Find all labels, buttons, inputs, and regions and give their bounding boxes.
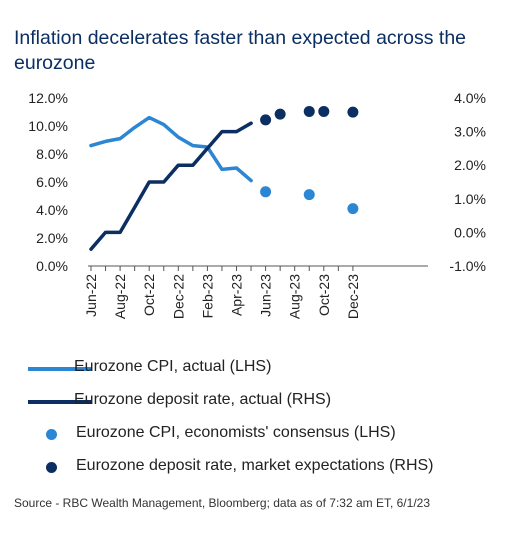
y-right-tick-label: -1.0%	[449, 258, 486, 274]
y-right-tick-label: 3.0%	[454, 124, 486, 140]
source-note: Source - RBC Wealth Management, Bloomber…	[14, 496, 430, 510]
y-left-tick-label: 6.0%	[36, 174, 68, 190]
legend: Eurozone CPI, actual (LHS) Eurozone depo…	[20, 352, 500, 484]
x-tick-label: Aug-23	[287, 274, 303, 319]
data-point-series-2	[303, 189, 315, 201]
legend-item-cpi-actual: Eurozone CPI, actual (LHS)	[20, 352, 500, 385]
y-left-tick-label: 0.0%	[36, 258, 68, 274]
legend-label-cpi-actual: Eurozone CPI, actual (LHS)	[74, 358, 272, 375]
y-left-tick-label: 4.0%	[36, 202, 68, 218]
series-line-1	[89, 121, 253, 251]
legend-swatch-deposit-actual	[28, 400, 92, 404]
x-tick-label: Jun-23	[258, 274, 274, 317]
legend-item-cpi-consensus: Eurozone CPI, economists' consensus (LHS…	[20, 418, 500, 451]
data-point-series-2	[347, 203, 359, 215]
x-tick-label: Dec-22	[170, 274, 186, 319]
y-left-tick-label: 2.0%	[36, 230, 68, 246]
data-point-series-3	[260, 114, 272, 126]
legend-swatch-cpi-consensus	[46, 429, 57, 440]
legend-item-deposit-expectations: Eurozone deposit rate, market expectatio…	[20, 451, 500, 484]
legend-swatch-cpi-actual	[28, 367, 92, 371]
legend-label-cpi-consensus: Eurozone CPI, economists' consensus (LHS…	[76, 424, 396, 441]
x-tick-label: Apr-23	[229, 274, 245, 316]
data-point-series-3	[274, 108, 286, 120]
y-right-tick-label: 2.0%	[454, 157, 486, 173]
x-tick-label: Feb-23	[199, 274, 215, 319]
y-left-tick-label: 8.0%	[36, 146, 68, 162]
legend-label-deposit-actual: Eurozone deposit rate, actual (RHS)	[74, 391, 332, 408]
legend-item-deposit-actual: Eurozone deposit rate, actual (RHS)	[20, 385, 500, 418]
data-point-series-2	[260, 186, 272, 198]
y-left-tick-label: 10.0%	[28, 118, 68, 134]
data-point-series-3	[318, 105, 330, 117]
x-tick-label: Oct-22	[141, 274, 157, 316]
data-point-series-3	[347, 106, 359, 118]
y-right-tick-label: 1.0%	[454, 191, 486, 207]
chart-plot: 0.0% 2.0% 4.0% 6.0% 8.0% 10.0% 12.0% -1.0% 0.0% 1…	[28, 90, 486, 319]
y-left-tick-label: 12.0%	[28, 90, 68, 106]
x-tick-label: Dec-23	[345, 274, 361, 319]
y-right-tick-label: 0.0%	[454, 224, 486, 240]
chart-title: Inflation decelerates faster than expect…	[14, 27, 467, 74]
legend-swatch-deposit-expectations	[46, 462, 57, 473]
x-tick-label: Jun-22	[83, 274, 99, 317]
x-tick-label: Oct-23	[316, 274, 332, 316]
series-line-0	[89, 115, 253, 183]
legend-label-deposit-expectations: Eurozone deposit rate, market expectatio…	[76, 457, 434, 474]
data-point-series-3	[303, 105, 315, 117]
y-right-tick-label: 4.0%	[454, 90, 486, 106]
x-tick-label: Aug-22	[112, 274, 128, 319]
